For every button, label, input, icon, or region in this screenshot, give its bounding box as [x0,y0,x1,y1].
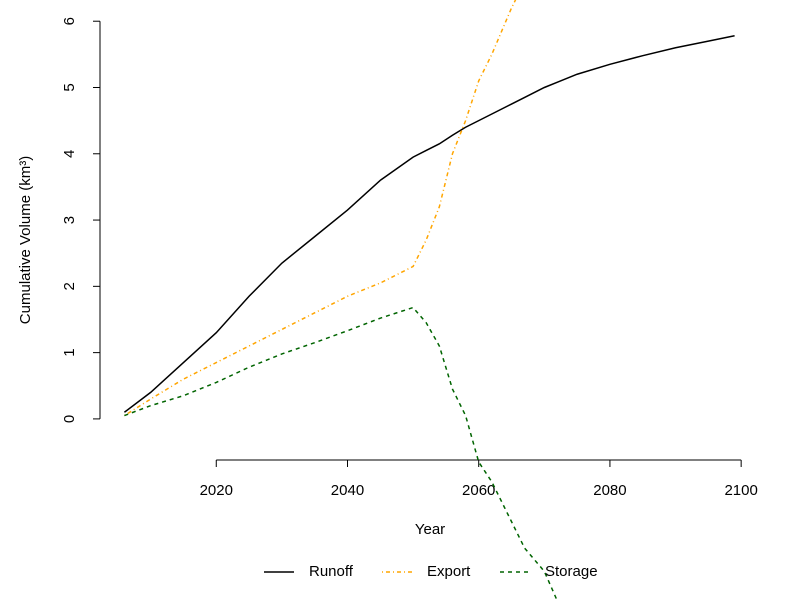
legend-label: Export [427,563,471,580]
series-line [123,35,735,413]
y-tick-label: 5 [61,83,78,91]
x-tick-label: 2040 [331,482,364,499]
y-tick-label: 6 [61,17,78,25]
legend-label: Storage [545,563,598,580]
x-tick-label: 2080 [593,482,626,499]
y-tick-label: 2 [61,282,78,290]
x-tick-label: 2060 [462,482,495,499]
series-line [124,306,558,600]
x-tick-label: 2020 [200,482,233,499]
series-line [124,0,517,417]
y-tick-label: 1 [61,348,78,356]
legend-label: Runoff [309,563,354,580]
y-tick-label: 4 [61,150,78,158]
y-tick-label: 3 [61,216,78,224]
y-tick-label: 0 [61,415,78,423]
x-tick-label: 2100 [724,482,757,499]
y-axis-title: Cumulative Volume (km³) [17,156,34,324]
x-axis-title: Year [415,521,445,538]
